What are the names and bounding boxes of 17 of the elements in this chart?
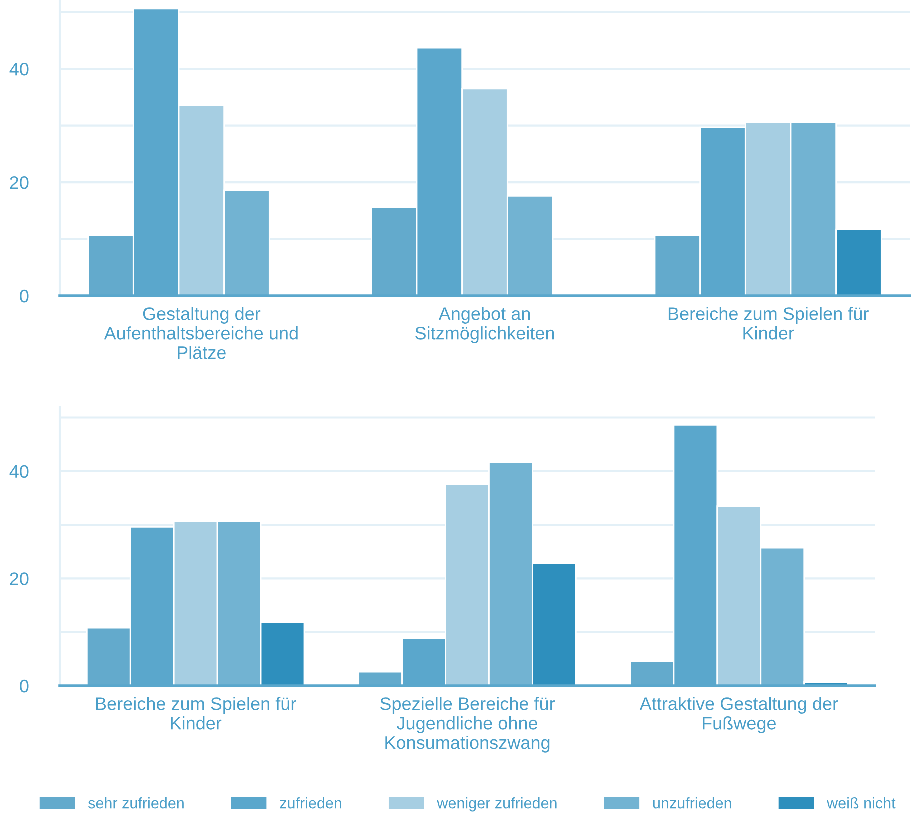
x-tick-label: Angebot an Sitzmöglichkeiten: [416, 307, 554, 344]
x-tick-label: Gestaltung der Aufenthaltsbereiche und Plätze: [104, 307, 298, 360]
legend-label: weiß nicht: [827, 798, 896, 809]
y-tick-label: 40: [10, 63, 29, 76]
y-tick-label: 20: [10, 176, 29, 190]
legend-label: weniger zufrieden: [437, 798, 557, 812]
legend-label: unzufrieden: [653, 798, 732, 809]
legend-label: sehr zufrieden: [88, 798, 184, 809]
y-tick-label: 0: [20, 680, 29, 693]
y-tick-label: 0: [20, 290, 29, 303]
x-tick-label: Spezielle Bereiche für Jugendliche ohne Konsumationszwang: [380, 697, 556, 753]
x-tick-label: Bereiche zum Spielen für Kinder: [668, 307, 869, 340]
x-tick-label: Attraktive Gestaltung der Fußwege: [640, 697, 838, 734]
y-tick-label: 40: [10, 465, 29, 478]
y-tick-label: 20: [10, 572, 29, 586]
legend-label: zufrieden: [280, 798, 342, 809]
x-tick-label: Bereiche zum Spielen für Kinder: [96, 697, 296, 730]
